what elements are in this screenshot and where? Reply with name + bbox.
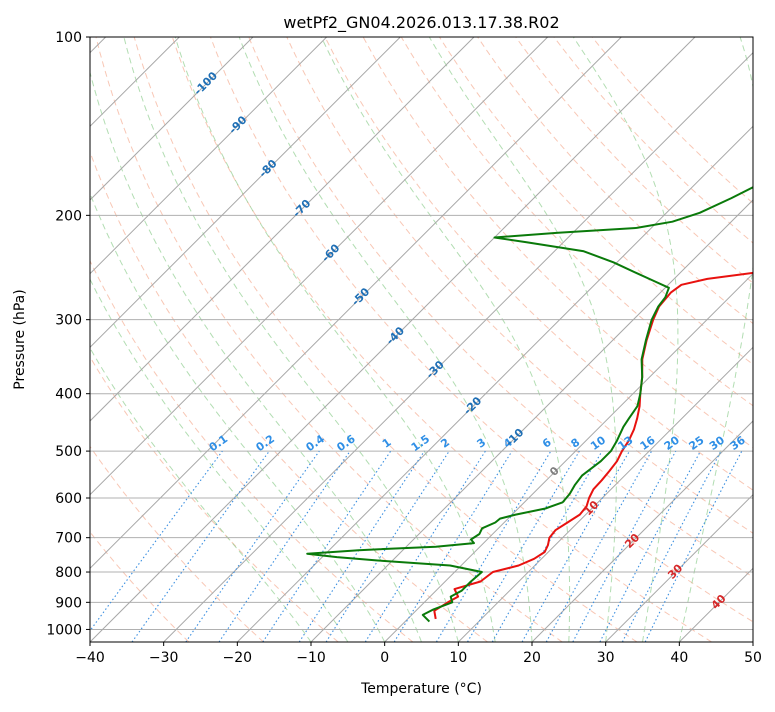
chart-title: wetPf2_GN04.2026.013.17.38.R02	[283, 13, 559, 33]
x-tick-label: 30	[597, 650, 615, 666]
x-tick-label: −30	[149, 650, 179, 666]
y-tick-label: 600	[55, 491, 82, 507]
y-tick-label: 700	[55, 531, 82, 547]
y-tick-label: 500	[55, 444, 82, 460]
x-tick-label: 40	[670, 650, 688, 666]
x-axis-label: Temperature (°C)	[360, 681, 482, 697]
y-tick-label: 200	[55, 208, 82, 224]
x-tick-label: 10	[449, 650, 467, 666]
y-tick-label: 100	[55, 30, 82, 46]
x-tick-label: −20	[223, 650, 253, 666]
y-tick-label: 300	[55, 313, 82, 329]
x-tick-label: −10	[296, 650, 326, 666]
y-tick-label: 800	[55, 565, 82, 581]
y-tick-label: 900	[55, 595, 82, 611]
y-axis-label: Pressure (hPa)	[12, 289, 28, 389]
y-tick-label: 400	[55, 387, 82, 403]
x-tick-label: 50	[744, 650, 762, 666]
y-tick-label: 1000	[46, 622, 82, 638]
x-tick-label: 20	[523, 650, 541, 666]
x-tick-label: 0	[380, 650, 389, 666]
x-tick-label: −40	[75, 650, 105, 666]
